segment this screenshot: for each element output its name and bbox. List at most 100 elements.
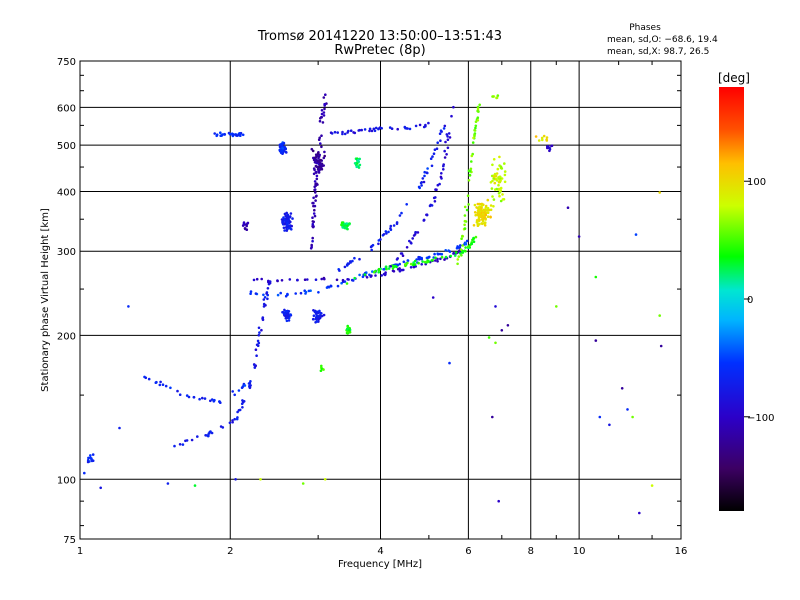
data-point [241,406,244,409]
data-point [266,297,269,301]
data-point [228,421,232,425]
data-point [436,257,439,261]
data-point [506,324,510,327]
data-point [408,127,412,131]
data-point [258,331,261,334]
data-point [498,155,501,159]
data-point [324,93,327,96]
data-point [482,215,486,218]
data-point [427,121,430,125]
data-point [255,277,259,281]
data-point [461,251,465,254]
data-point [147,377,151,381]
data-point [493,172,497,176]
data-point [389,224,393,228]
data-point [220,134,223,137]
data-point [279,291,283,295]
data-point [434,256,437,260]
data-point [658,314,661,317]
data-point [443,149,447,153]
x-tick-label: 6 [465,546,471,557]
y-axis-label: Stationary phase Virtual Height [km] [40,208,51,392]
y-tick-label: 75 [63,535,76,546]
data-point [231,420,234,424]
data-point [493,181,497,185]
data-point [318,165,321,168]
data-point [358,163,362,167]
data-point [434,196,437,199]
data-point [173,444,176,448]
data-point [86,460,90,464]
data-point [317,291,320,294]
data-point [417,261,420,265]
data-point [409,266,413,269]
y-tick-label: 750 [57,57,76,68]
data-point [322,114,326,117]
data-point [314,191,317,194]
data-point [311,225,315,229]
data-point [476,206,480,210]
data-point [422,125,426,129]
data-point [260,328,263,332]
data-point [495,187,499,191]
data-point [374,274,377,277]
data-point [323,277,326,281]
data-point [410,242,413,245]
data-point [255,354,258,358]
data-point [348,223,351,226]
data-point [446,146,450,150]
data-point [341,278,345,282]
data-point [425,171,429,175]
data-point [422,218,426,222]
data-point [176,389,179,393]
data-point [494,174,498,178]
data-point [329,284,333,288]
data-point [598,415,602,419]
colorbar-tick-label: 0 [747,295,753,306]
data-point [249,292,252,296]
data-point [420,256,424,260]
data-point [259,478,262,481]
data-point [284,220,287,223]
data-point [473,203,477,207]
data-point [320,134,323,137]
data-point [312,212,316,215]
data-point [314,184,318,187]
data-point [420,263,424,266]
data-point [442,127,446,130]
data-point [319,369,323,373]
data-point [288,224,292,227]
data-point [389,265,393,268]
data-point [370,129,374,133]
data-point [253,363,256,367]
data-point [497,187,501,191]
data-point [474,120,478,123]
data-point [315,174,319,178]
data-point [463,219,467,223]
data-point [307,289,311,293]
data-point [374,126,378,130]
data-point [400,268,404,272]
data-point [445,153,448,156]
data-point [403,125,407,129]
data-point [285,319,289,323]
data-point [466,194,470,197]
data-point [452,251,456,255]
data-point [290,224,294,228]
data-point [473,129,477,132]
data-point [285,310,288,313]
data-point [465,208,469,212]
data-point [320,145,323,149]
data-point [314,199,317,202]
data-point [349,261,352,264]
data-point [479,208,482,211]
data-point [373,270,376,274]
data-point [219,401,222,405]
data-point [459,244,462,247]
data-point [468,173,472,177]
data-point [405,203,409,206]
data-point [336,284,340,288]
data-point [192,396,196,399]
data-point [382,233,386,236]
data-point [416,231,420,234]
